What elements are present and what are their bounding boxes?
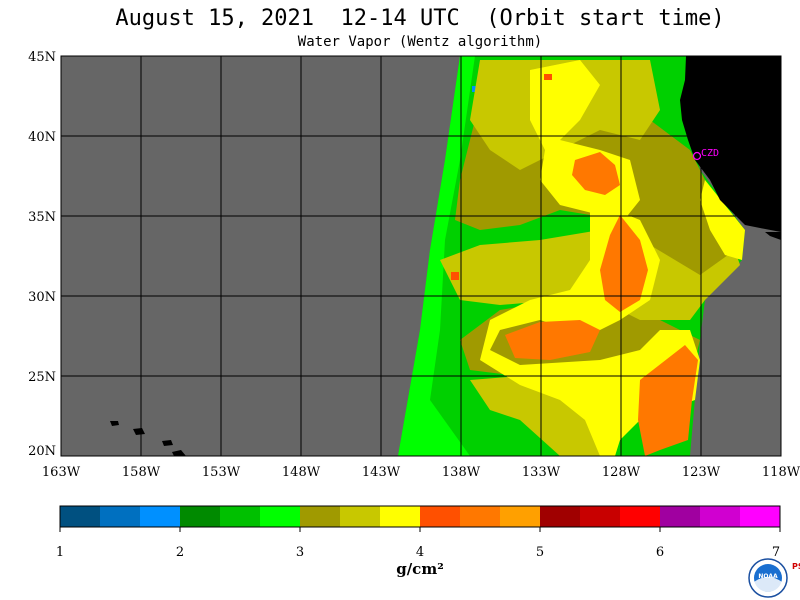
noaa-logo-text: NOAA [758, 573, 778, 580]
colorbar-swatch [460, 506, 501, 527]
colorbar-tick-labels: 1 2 3 4 5 6 7 [56, 527, 781, 560]
swath-yellow-coast [700, 180, 745, 260]
colorbar-tick-label: 7 [772, 545, 780, 560]
longitude-labels: 163W 158W 153W 148W 143W 138W 133W 128W 123W 118W [42, 465, 800, 480]
colorbar-swatch [60, 506, 101, 527]
colorbar-swatch [700, 506, 741, 527]
longitude-label: 163W [42, 465, 81, 480]
colorbar-swatch [540, 506, 581, 527]
high-vapor-core-north [572, 152, 620, 195]
hawaii-island-big [172, 450, 186, 456]
colorbar-swatch [220, 506, 261, 527]
colorbar-swatch [180, 506, 221, 527]
map-subtitle: Water Vapor (Wentz algorithm) [297, 34, 543, 50]
colorbar-swatch [740, 506, 781, 527]
map-plot-area [61, 56, 781, 456]
swath-red-speck-2 [544, 74, 552, 80]
colorbar-tick-label: 4 [416, 545, 424, 560]
station-label: CZD [701, 148, 719, 159]
longitude-label: 123W [682, 465, 721, 480]
latitude-label: 25N [28, 370, 56, 385]
latitude-label: 20N [28, 444, 56, 459]
longitude-label: 153W [202, 465, 241, 480]
north-america-coast [680, 56, 781, 232]
swath-edge-band [398, 56, 475, 456]
colorbar-swatch [420, 506, 461, 527]
longitude-label: 158W [122, 465, 161, 480]
map-title: August 15, 2021 12-14 UTC (Orbit start t… [115, 6, 725, 31]
longitude-label: 133W [522, 465, 561, 480]
high-vapor-core-west [505, 320, 600, 360]
colorbar-swatch [580, 506, 621, 527]
colorbar [59, 505, 781, 528]
high-vapor-core-south [638, 345, 698, 456]
colorbar-tick-label: 6 [656, 545, 664, 560]
colorbar-swatch [620, 506, 661, 527]
longitude-label: 148W [282, 465, 321, 480]
hawaii-island-kauai [110, 421, 119, 426]
noaa-logo: NOAA [748, 558, 788, 598]
colorbar-swatch [660, 506, 701, 527]
colorbar-swatch [380, 506, 421, 527]
colorbar-tick-label: 1 [56, 545, 64, 560]
colorbar-tick-label: 3 [296, 545, 304, 560]
colorbar-swatch [500, 506, 541, 527]
latitude-label: 40N [28, 130, 56, 145]
latitude-labels: 45N 40N 35N 30N 25N 20N [28, 50, 56, 459]
psl-logo-text: PSL [792, 562, 800, 571]
station-marker-czd: CZD [692, 148, 719, 161]
colorbar-swatch [300, 506, 341, 527]
baja-tip [765, 232, 781, 240]
colorbar-units: g/cm² [396, 560, 444, 578]
hawaii-island-maui [162, 440, 173, 446]
hawaii-island-oahu [133, 428, 145, 435]
colorbar-swatch [340, 506, 381, 527]
colorbar-swatch [260, 506, 301, 527]
colorbar-tick-label: 2 [176, 545, 184, 560]
colorbar-swatch [140, 506, 181, 527]
colorbar-tick-label: 5 [536, 545, 544, 560]
latitude-label: 30N [28, 290, 56, 305]
latitude-label: 35N [28, 210, 56, 225]
swath-red-speck [451, 272, 459, 280]
high-vapor-core-central [600, 215, 648, 312]
colorbar-swatch [100, 506, 141, 527]
longitude-label: 118W [762, 465, 800, 480]
longitude-label: 143W [362, 465, 401, 480]
lat-lon-grid [61, 56, 781, 456]
station-icon [692, 151, 702, 161]
map-frame [60, 55, 782, 457]
latitude-label: 45N [28, 50, 56, 65]
longitude-label: 138W [442, 465, 481, 480]
longitude-label: 128W [602, 465, 641, 480]
